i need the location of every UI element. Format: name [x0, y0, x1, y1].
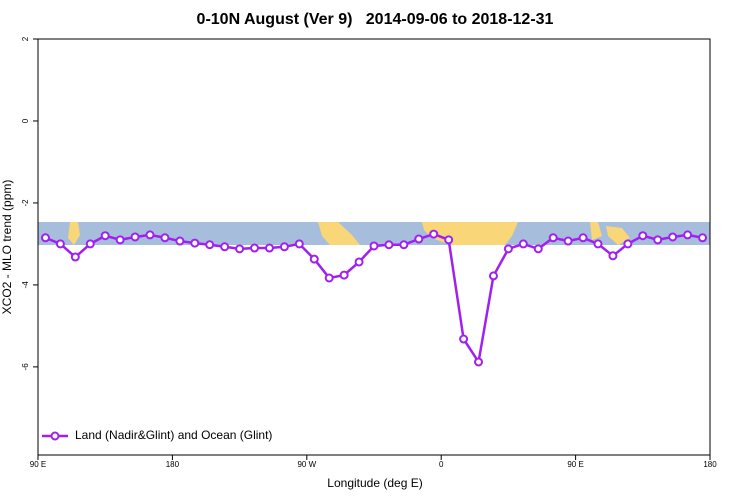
legend-marker — [50, 431, 60, 441]
data-point — [55, 239, 65, 249]
data-point — [503, 244, 513, 254]
data-point — [698, 233, 708, 243]
data-point — [414, 234, 424, 244]
data-point — [160, 233, 170, 243]
data-point — [518, 239, 528, 249]
data-point — [264, 243, 274, 253]
y-tick-label: -2 — [21, 199, 30, 207]
y-tick-label: -4 — [21, 281, 30, 289]
data-point — [205, 240, 215, 250]
data-point — [638, 231, 648, 241]
data-point — [548, 233, 558, 243]
data-point — [145, 230, 155, 240]
data-point — [100, 231, 110, 241]
data-point — [488, 271, 498, 281]
data-point — [623, 239, 633, 249]
y-tick-label: 0 — [21, 118, 30, 123]
x-tick-label: 90 W — [297, 460, 316, 469]
data-point — [444, 235, 454, 245]
data-point — [474, 357, 484, 367]
series-line — [44, 232, 703, 366]
data-point — [220, 242, 230, 252]
data-point — [130, 232, 140, 242]
data-point — [279, 242, 289, 252]
data-point — [533, 244, 543, 254]
data-point — [250, 243, 260, 253]
x-tick-label: 90 E — [30, 460, 46, 469]
data-point — [683, 230, 693, 240]
x-tick-label: 180 — [703, 460, 717, 469]
data-point — [70, 252, 80, 262]
data-point — [399, 240, 409, 250]
data-point — [324, 273, 334, 283]
data-point — [668, 232, 678, 242]
x-tick-label: 90 E — [567, 460, 583, 469]
data-point — [384, 240, 394, 250]
data-point — [339, 270, 349, 280]
data-point — [85, 239, 95, 249]
y-axis-label: XCO2 - MLO trend (ppm) — [0, 180, 14, 315]
data-point — [175, 236, 185, 246]
data-point — [309, 254, 319, 264]
data-point — [593, 239, 603, 249]
y-tick-label: 2 — [21, 36, 30, 41]
data-point — [354, 257, 364, 267]
data-point — [115, 235, 125, 245]
data-point — [429, 229, 439, 239]
y-tick-label: -6 — [21, 363, 30, 371]
data-point — [459, 334, 469, 344]
data-point — [235, 244, 245, 254]
map-band — [38, 222, 710, 245]
data-point — [294, 239, 304, 249]
x-tick-label: 0 — [439, 460, 444, 469]
plot-area — [40, 229, 708, 367]
plot-frame — [37, 38, 711, 456]
data-point — [369, 241, 379, 251]
data-point — [608, 251, 618, 261]
x-tick-label: 180 — [166, 460, 180, 469]
data-point — [653, 235, 663, 245]
data-point — [40, 233, 50, 243]
data-point — [563, 236, 573, 246]
data-point — [190, 238, 200, 248]
chart-title: 0-10N August (Ver 9) 2014-09-06 to 2018-… — [197, 11, 554, 28]
x-axis-label: Longitude (deg E) — [327, 476, 422, 490]
legend-label: Land (Nadir&Glint) and Ocean (Glint) — [75, 428, 272, 442]
data-point — [578, 233, 588, 243]
